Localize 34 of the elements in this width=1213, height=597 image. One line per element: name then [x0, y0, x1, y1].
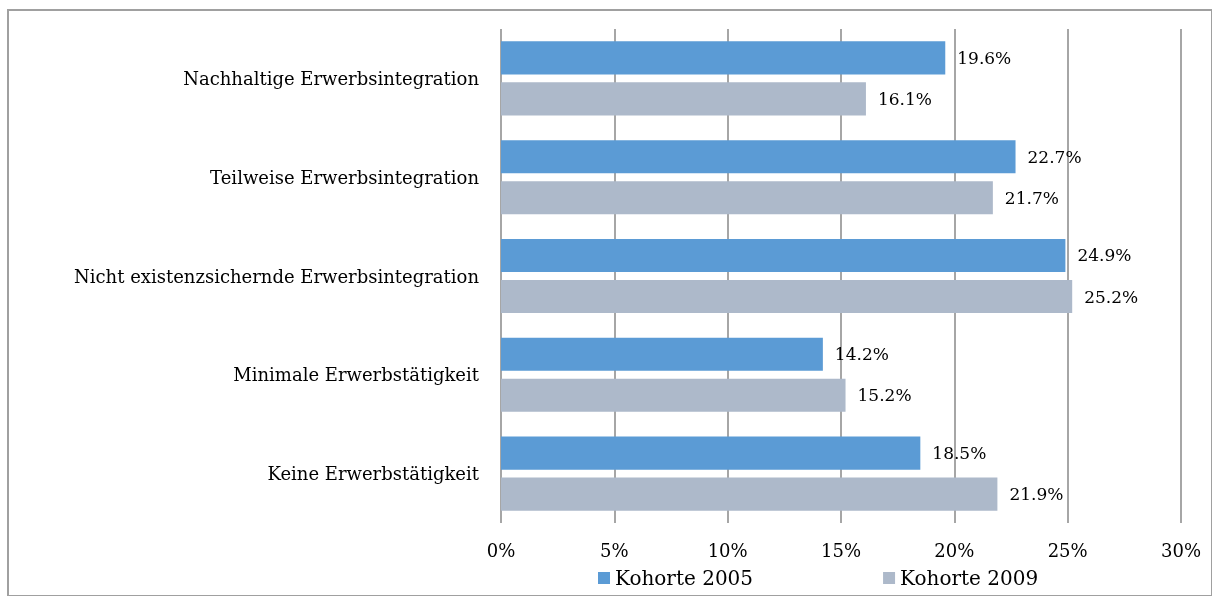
x-tick-label: 30%	[1160, 539, 1202, 561]
legend-label: Kohorte 2005	[615, 566, 754, 590]
data-label: 19.6%	[957, 47, 1012, 68]
bar	[501, 378, 846, 412]
x-tick-label: 10%	[707, 539, 748, 561]
x-tick-label: 5%	[600, 539, 629, 561]
y-tick-label: Nachhaltige Erwerbsintegration	[183, 67, 480, 89]
data-label: 24.9%	[1077, 245, 1132, 266]
legend-label: Kohorte 2009	[900, 566, 1039, 590]
data-label: 21.7%	[1004, 187, 1059, 208]
y-tick-label: Minimale Erwerbstätigkeit	[233, 364, 480, 386]
data-label: 15.2%	[857, 385, 912, 406]
y-tick-label: Teilweise Erwerbsintegration	[210, 166, 480, 188]
y-tick-label: Keine Erwerbstätigkeit	[267, 463, 480, 485]
bar	[501, 477, 998, 511]
y-tick-label: Nicht existenzsichernde Erwerbsintegration	[74, 265, 480, 287]
x-tick-label: 15%	[820, 539, 862, 561]
bar	[501, 82, 866, 116]
bar	[501, 181, 993, 215]
data-label: 21.9%	[1009, 484, 1064, 505]
x-tick-label: 0%	[486, 539, 516, 561]
data-label: 14.2%	[834, 344, 889, 365]
bar	[501, 436, 921, 470]
data-label: 22.7%	[1027, 146, 1082, 167]
x-tick-label: 20%	[934, 539, 975, 561]
bar	[501, 140, 1016, 174]
data-label: 16.1%	[877, 88, 932, 109]
data-label: 18.5%	[932, 443, 987, 464]
data-label: 25.2%	[1084, 286, 1139, 307]
bar	[501, 279, 1073, 314]
x-tick-label: 25%	[1047, 539, 1088, 561]
bar	[501, 238, 1066, 273]
bar	[501, 337, 823, 371]
bar	[501, 41, 946, 75]
